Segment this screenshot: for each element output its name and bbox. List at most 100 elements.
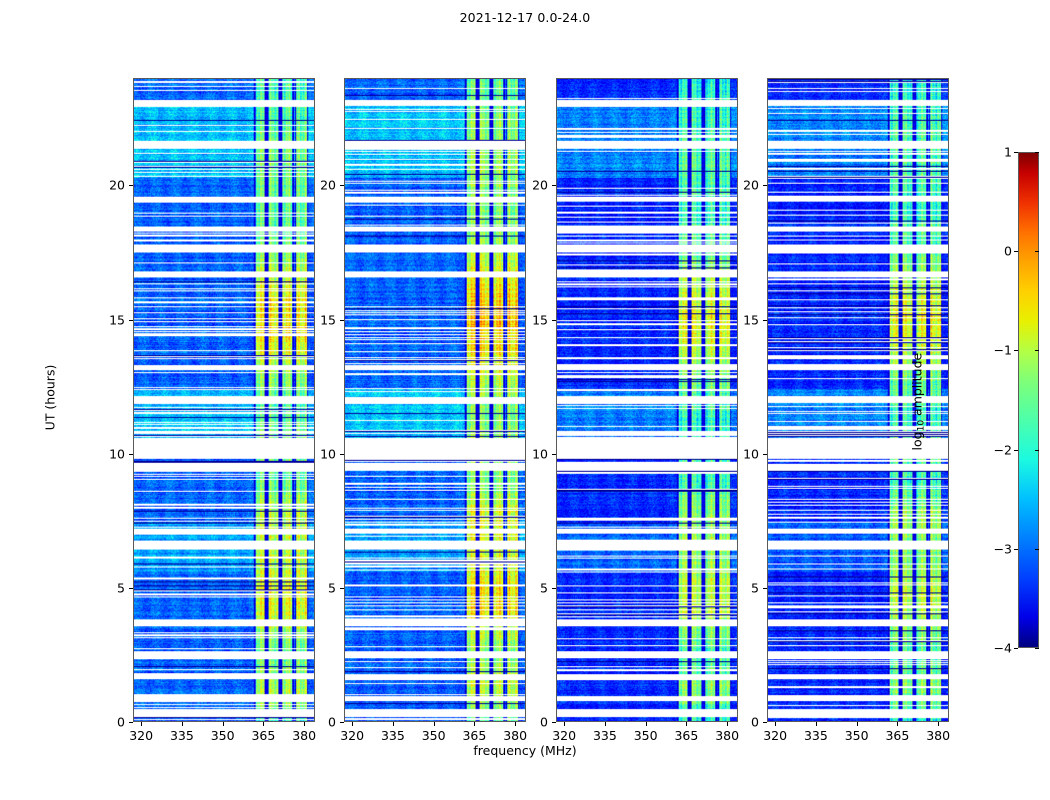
waterfall-image-xx: [134, 79, 314, 721]
waterfall-image-xy: [557, 79, 737, 721]
colorbar-tick-label: −4: [993, 640, 1012, 656]
x-tick-label: 335: [803, 728, 828, 743]
x-tick-mark: [897, 722, 899, 726]
x-tick-mark: [856, 722, 858, 726]
y-tick-label: 15: [109, 312, 125, 327]
x-tick-mark: [564, 722, 566, 726]
heatmap-panel-yx[interactable]: YX, V13*V16=EA18*EA27: [767, 78, 949, 722]
colorbar-tick-mark: [1014, 548, 1018, 550]
colorbar-tick-mark: [1014, 152, 1018, 153]
x-tick-mark: [433, 722, 435, 726]
colorbar-tick-mark: [1014, 350, 1018, 352]
heatmap-panel-xy[interactable]: XY, V13*V16=EA18*EA27: [556, 78, 738, 722]
colorbar-tick-label: −1: [993, 342, 1012, 358]
y-tick-label: 0: [540, 714, 548, 730]
colorbar-tick-mark: [1014, 648, 1018, 649]
y-tick-mark: [340, 185, 344, 187]
y-tick-mark: [763, 722, 767, 723]
y-tick-mark: [340, 722, 344, 723]
waterfall-canvas: [768, 79, 948, 721]
x-tick-mark: [604, 722, 606, 726]
y-tick-label: 0: [328, 714, 336, 730]
x-tick-mark: [727, 722, 729, 726]
x-tick-mark: [222, 722, 224, 726]
x-tick-label: 380: [926, 728, 951, 743]
y-tick-mark: [129, 185, 133, 187]
y-tick-mark: [763, 453, 767, 455]
y-tick-label: 20: [532, 177, 548, 193]
colorbar-tick-label: 1: [1004, 144, 1012, 160]
y-tick-label: 5: [117, 580, 125, 596]
y-tick-label: 15: [532, 312, 548, 327]
y-tick-mark: [763, 587, 767, 589]
colorbar-tick-mark-inner: [1035, 648, 1039, 649]
colorbar-tick-label: 0: [1004, 243, 1012, 259]
y-tick-mark: [552, 587, 556, 589]
y-tick-label: 20: [743, 177, 759, 193]
y-tick-mark: [340, 453, 344, 455]
heatmap-panel-yy[interactable]: YY, V13*V16=EA18*EA27: [344, 78, 526, 722]
x-tick-mark: [263, 722, 265, 726]
colorbar-tick-mark-inner: [1035, 449, 1039, 451]
x-tick-label: 365: [251, 728, 276, 743]
colorbar-axis-label: log10 amplitude: [909, 352, 927, 451]
x-tick-label: 335: [592, 728, 617, 743]
colorbar-tick-mark-inner: [1035, 350, 1039, 352]
x-tick-label: 380: [715, 728, 740, 743]
waterfall-canvas: [557, 79, 737, 721]
x-tick-mark: [938, 722, 940, 726]
y-tick-label: 10: [743, 446, 759, 462]
y-tick-label: 10: [532, 446, 548, 462]
x-tick-label: 320: [340, 728, 365, 743]
y-tick-mark: [763, 185, 767, 187]
x-tick-mark: [392, 722, 394, 726]
figure-suptitle: 2021-12-17 0.0-24.0: [459, 10, 591, 25]
x-tick-mark: [815, 722, 817, 726]
x-tick-mark: [304, 722, 306, 726]
y-tick-mark: [129, 722, 133, 723]
x-tick-label: 335: [380, 728, 405, 743]
y-axis-label: UT (hours): [42, 364, 58, 431]
waterfall-image-yx: [768, 79, 948, 721]
x-tick-label: 350: [210, 728, 235, 743]
x-tick-mark: [141, 722, 143, 726]
colorbar-tick-mark: [1014, 449, 1018, 451]
x-tick-label: 350: [844, 728, 869, 743]
y-tick-mark: [129, 587, 133, 589]
colorbar-tick-mark-inner: [1035, 152, 1039, 153]
colorbar[interactable]: [1018, 152, 1039, 648]
y-tick-mark: [129, 453, 133, 455]
waterfall-canvas: [134, 79, 314, 721]
y-tick-label: 5: [751, 580, 759, 596]
y-tick-mark: [763, 319, 767, 321]
x-tick-label: 380: [503, 728, 528, 743]
waterfall-canvas: [345, 79, 525, 721]
x-tick-mark: [352, 722, 354, 726]
y-tick-label: 5: [328, 580, 336, 596]
waterfall-image-yy: [345, 79, 525, 721]
x-tick-label: 350: [421, 728, 446, 743]
y-tick-mark: [552, 722, 556, 723]
colorbar-tick-mark-inner: [1035, 548, 1039, 550]
heatmap-panel-xx[interactable]: XX, V13*V16=EA18*EA27: [133, 78, 315, 722]
x-tick-label: 320: [552, 728, 577, 743]
x-tick-mark: [645, 722, 647, 726]
x-tick-label: 335: [169, 728, 194, 743]
y-tick-label: 20: [109, 177, 125, 193]
colorbar-tick-mark: [1014, 251, 1018, 253]
x-tick-label: 365: [674, 728, 699, 743]
x-tick-label: 380: [292, 728, 317, 743]
x-tick-mark: [474, 722, 476, 726]
x-tick-mark: [515, 722, 517, 726]
y-tick-mark: [552, 185, 556, 187]
x-tick-label: 350: [633, 728, 658, 743]
y-tick-label: 5: [540, 580, 548, 596]
y-tick-label: 20: [320, 177, 336, 193]
x-tick-label: 320: [763, 728, 788, 743]
y-tick-label: 15: [743, 312, 759, 327]
colorbar-label-subscript: 10: [916, 419, 927, 432]
y-tick-label: 10: [320, 446, 336, 462]
y-tick-label: 15: [320, 312, 336, 327]
colorbar-tick-mark-inner: [1035, 251, 1039, 253]
